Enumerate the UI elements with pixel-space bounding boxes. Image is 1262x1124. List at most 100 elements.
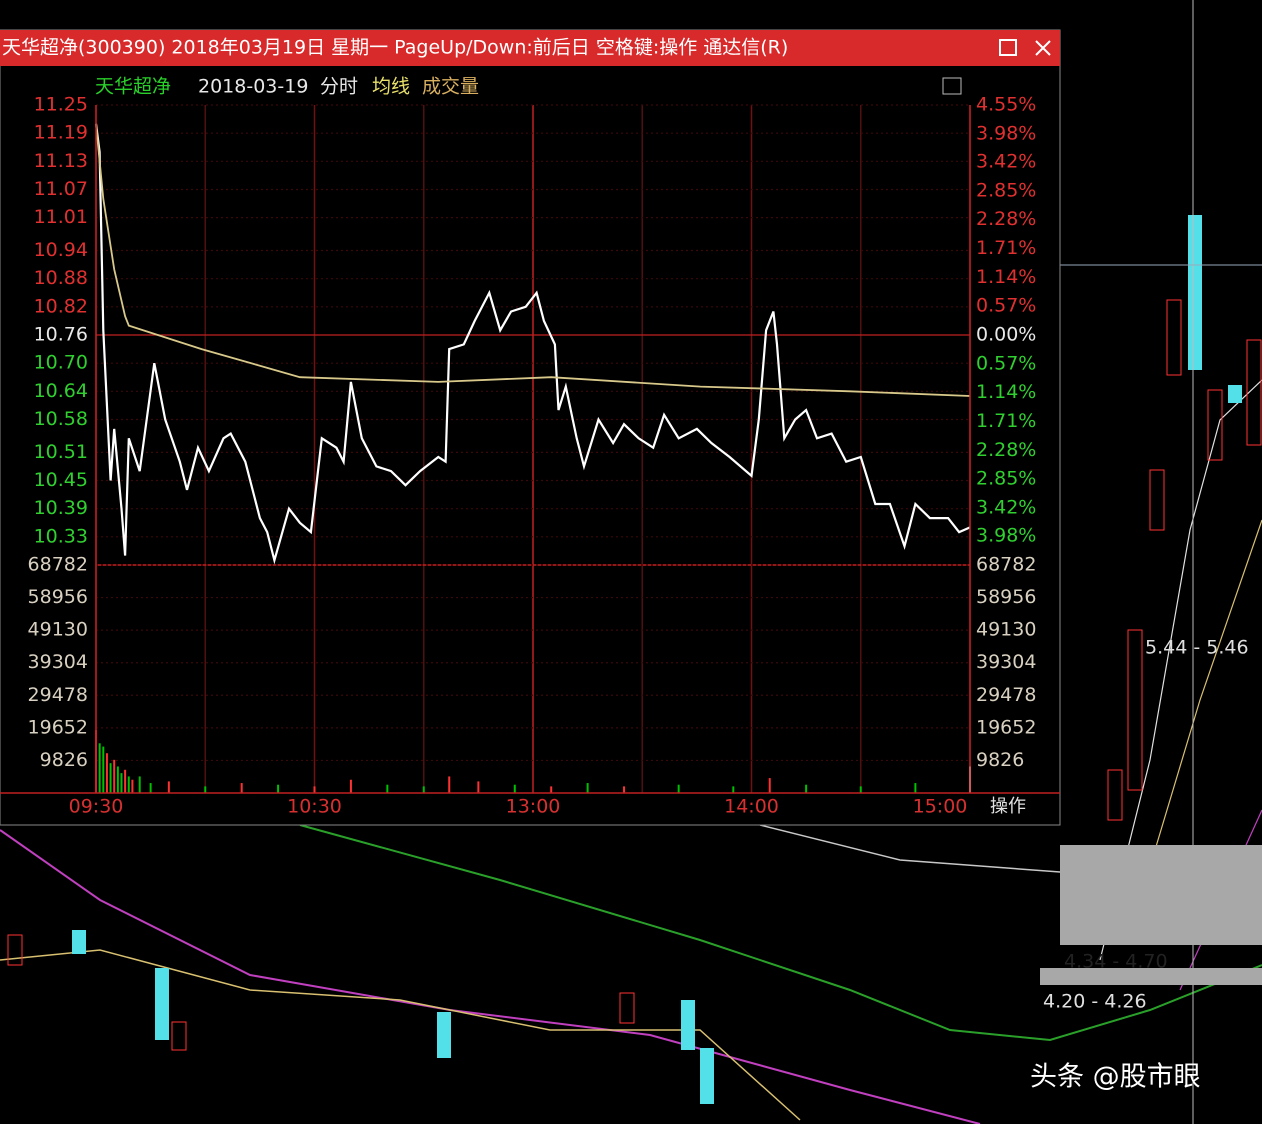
ma-line	[299, 824, 1262, 1042]
candle	[700, 1048, 714, 1104]
y2-tick-label: 3.42%	[976, 151, 1036, 173]
y2-tick-label: 1.71%	[976, 410, 1036, 432]
y-tick-label: 11.25	[34, 94, 88, 116]
candle	[1228, 385, 1242, 403]
title-bar	[0, 30, 1060, 66]
stock-name: 天华超净	[95, 76, 171, 98]
x-tick-label: 09:30	[69, 796, 124, 818]
kline-label: 5.44 - 5.46	[1145, 637, 1249, 659]
volume-bar	[477, 781, 480, 793]
volume-bar	[105, 753, 108, 793]
highlight-box	[1060, 845, 1262, 945]
candle	[1149, 469, 1165, 531]
volume-bar	[149, 783, 152, 793]
window-title: 天华超净(300390) 2018年03月19日 星期一 PageUp/Down…	[2, 37, 788, 59]
y2-tick-label: 39304	[976, 651, 1036, 673]
volume-bar	[623, 786, 626, 793]
x-tick-label: 14:00	[724, 796, 779, 818]
y2-tick-label: 29478	[976, 684, 1036, 706]
volume-bar	[349, 779, 352, 793]
candle	[1188, 215, 1202, 370]
candle	[1207, 389, 1223, 461]
candle	[619, 992, 635, 1024]
volume-bar	[386, 784, 389, 793]
candle	[1166, 299, 1182, 376]
corner-label[interactable]: 操作	[990, 796, 1026, 817]
candle	[437, 1012, 451, 1058]
volume-bar	[277, 784, 280, 793]
y2-tick-label: 0.57%	[976, 352, 1036, 374]
volume-bar	[127, 776, 130, 793]
y-tick-label: 11.07	[34, 178, 88, 200]
volume-bar	[313, 786, 316, 793]
volume-bar	[768, 778, 771, 793]
candle	[1107, 769, 1123, 821]
y-tick-label: 10.58	[34, 408, 88, 430]
y-tick-label: 11.01	[34, 206, 88, 228]
maximize-button[interactable]	[999, 39, 1017, 56]
y2-tick-label: 49130	[976, 619, 1036, 641]
price-line	[95, 123, 971, 397]
y-tick-label: 10.76	[34, 324, 88, 346]
y-tick-label: 9826	[40, 749, 88, 771]
volume-bar	[513, 784, 516, 793]
y-tick-label: 10.64	[34, 380, 88, 402]
y2-tick-label: 2.85%	[976, 179, 1036, 201]
y-tick-label: 10.45	[34, 469, 88, 491]
volume-bar	[550, 786, 553, 793]
date: 2018-03-19	[198, 76, 308, 98]
y-tick-label: 11.19	[34, 122, 88, 144]
y-tick-label: 68782	[28, 554, 88, 576]
close-button[interactable]	[1035, 40, 1051, 56]
volume-bar	[116, 766, 119, 793]
kline-label: 4.20 - 4.26	[1043, 991, 1147, 1013]
y2-tick-label: 3.42%	[976, 496, 1036, 518]
x-tick-label: 10:30	[287, 796, 342, 818]
y2-tick-label: 9826	[976, 749, 1024, 771]
y2-tick-label: 3.98%	[976, 122, 1036, 144]
y-tick-label: 10.70	[34, 352, 88, 374]
y-tick-label: 58956	[28, 586, 88, 608]
window	[0, 29, 1061, 826]
volume-bar	[677, 784, 680, 793]
toggle-icon[interactable]	[942, 77, 962, 95]
highlight-box	[1040, 968, 1262, 985]
price-line	[94, 123, 971, 565]
candle	[681, 1000, 695, 1050]
volume-bar	[448, 776, 451, 793]
candle	[155, 968, 169, 1040]
y2-tick-label: 1.14%	[976, 381, 1036, 403]
volume-bar	[109, 763, 112, 793]
y-tick-label: 10.82	[34, 295, 88, 317]
volume-bar	[586, 783, 589, 793]
candle	[72, 930, 86, 954]
candle	[1246, 339, 1262, 446]
ma-line	[1099, 379, 1262, 961]
y-tick-label: 11.13	[34, 150, 88, 172]
ma-line	[1139, 519, 1262, 901]
volume-bar	[732, 786, 735, 793]
y2-tick-label: 2.28%	[976, 439, 1036, 461]
volume-bar	[138, 776, 141, 793]
y2-tick-label: 4.55%	[976, 94, 1036, 116]
volume-bar	[113, 759, 116, 793]
y2-tick-label: 0.57%	[976, 295, 1036, 317]
mode: 分时	[320, 76, 358, 98]
y-tick-label: 19652	[28, 716, 88, 738]
volume-bar	[131, 779, 134, 793]
vol-label: 成交量	[422, 76, 479, 98]
y-tick-label: 10.94	[34, 239, 88, 261]
y-tick-label: 10.51	[34, 441, 88, 463]
volume-bar	[914, 783, 917, 793]
y2-tick-label: 1.14%	[976, 266, 1036, 288]
x-tick-label: 13:00	[506, 796, 561, 818]
volume-bar	[805, 784, 808, 793]
candle	[7, 934, 23, 966]
y2-tick-label: 0.00%	[976, 324, 1036, 346]
y2-tick-label: 19652	[976, 716, 1036, 738]
volume-bar	[422, 786, 425, 793]
y2-tick-label: 58956	[976, 586, 1036, 608]
